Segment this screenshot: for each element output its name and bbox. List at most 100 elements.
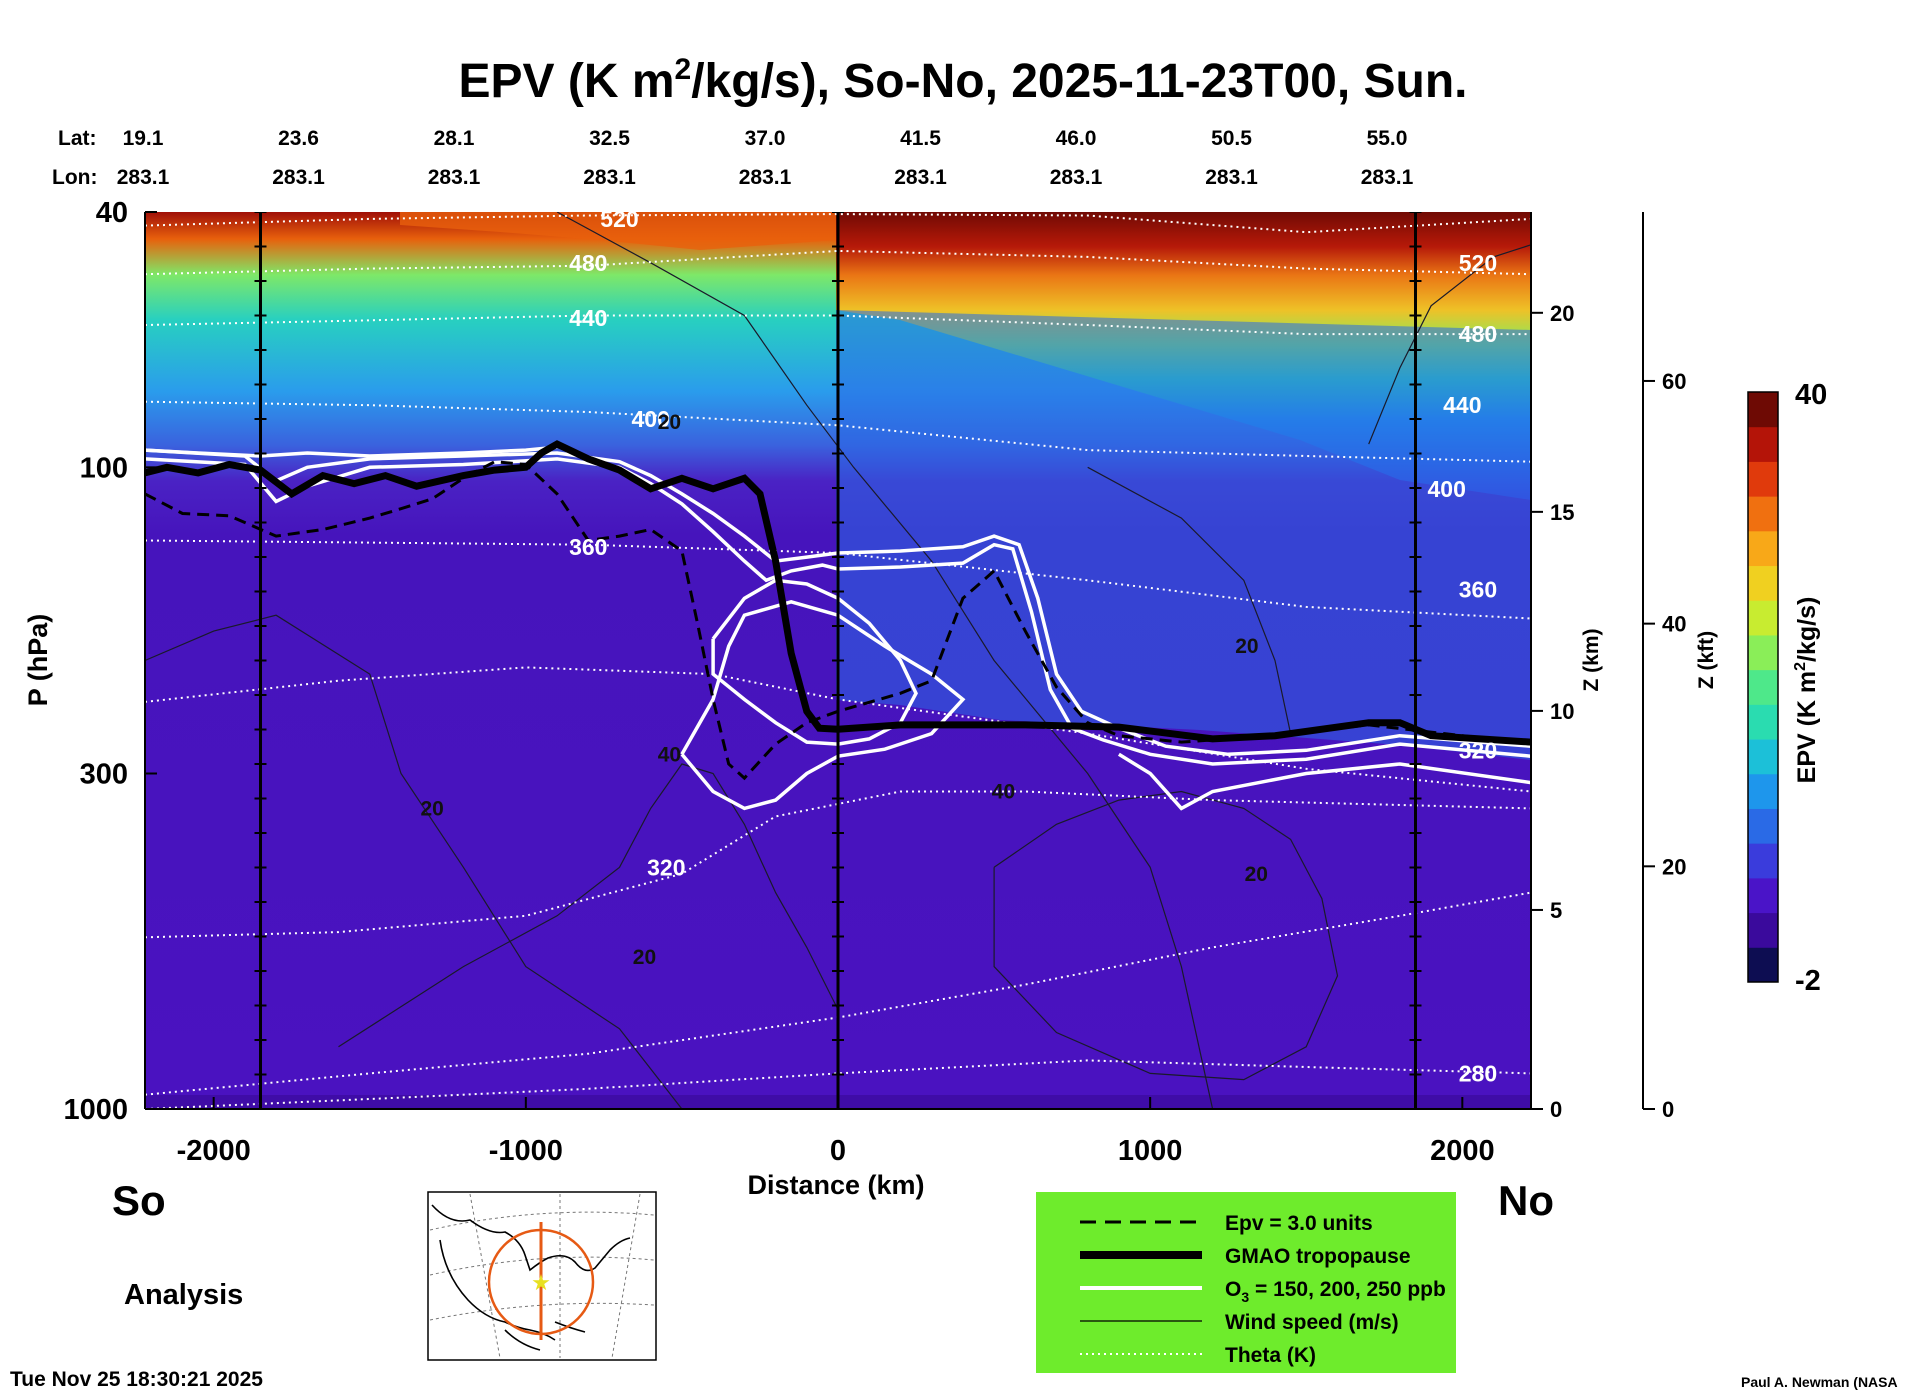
x-tick-label: -1000 <box>489 1135 563 1167</box>
colorbar-swatch <box>1748 496 1778 532</box>
x-tick-label: 0 <box>830 1135 846 1167</box>
theta-label: 520 <box>600 206 638 232</box>
wind-contour-1 <box>145 614 683 1109</box>
z-km-axis-label: Z (km) <box>1580 629 1603 692</box>
inset-map-center-star-icon: ★ <box>531 1270 551 1295</box>
lat-value: 28.1 <box>434 127 475 150</box>
chart-title: EPV (K m2/kg/s), So-No, 2025-11-23T00, S… <box>458 53 1467 108</box>
lon-value: 283.1 <box>272 166 325 189</box>
colorbar-swatch <box>1748 530 1778 567</box>
theta-label: 440 <box>569 305 607 331</box>
colorbar-max-label: 40 <box>1795 379 1827 411</box>
lat-value: 55.0 <box>1367 127 1408 150</box>
title-rest: /kg/s), So-No, 2025-11-23T00, Sun. <box>691 55 1467 108</box>
lon-value: 283.1 <box>428 166 481 189</box>
wind-contour-0 <box>556 212 1214 1109</box>
theta-label: 480 <box>569 250 607 276</box>
lat-value: 37.0 <box>745 127 786 150</box>
theta-label: 360 <box>1459 576 1497 602</box>
theta-label: 320 <box>647 854 685 880</box>
vertical-marker-lines <box>254 212 1422 1109</box>
gmao-tropopause-line <box>145 440 1531 746</box>
tropopause-path <box>145 440 1531 746</box>
colorbar-swatch <box>1748 947 1778 983</box>
colorbar-label-sup: 2 <box>1792 662 1809 671</box>
wind-contour-2 <box>338 763 839 1048</box>
legend-label: Theta (K) <box>1225 1344 1316 1367</box>
z-km-tick-label: 5 <box>1550 898 1562 923</box>
colorbar-swatch <box>1748 912 1778 948</box>
timestamp: Tue Nov 25 18:30:21 2025 <box>10 1368 263 1391</box>
y-tick-label: 40 <box>96 197 128 229</box>
y-tick-label: 300 <box>80 758 128 790</box>
z-kft-tick-label: 60 <box>1662 369 1686 394</box>
z-kft-tick-label: 20 <box>1662 854 1686 879</box>
colorbar-swatch <box>1748 634 1778 671</box>
theta-contour-280 <box>145 891 1531 1096</box>
x-axis: -2000 -1000 0 1000 2000 <box>145 1097 1531 1167</box>
lat-value: 46.0 <box>1056 127 1097 150</box>
lon-value: 283.1 <box>1361 166 1414 189</box>
theta-label: 280 <box>1459 1060 1497 1086</box>
z-kft-tick-label: 0 <box>1662 1097 1674 1122</box>
z-km-tick-label: 15 <box>1550 500 1574 525</box>
wind-label: 20 <box>658 411 681 434</box>
lat-value: 32.5 <box>589 127 630 150</box>
wind-speed-contours <box>145 212 1531 1109</box>
wind-contour-5 <box>1087 466 1292 734</box>
z-kft-tick-label: 40 <box>1662 612 1686 637</box>
ozone-contour-0 <box>145 457 1531 766</box>
lat-value: 41.5 <box>900 127 941 150</box>
colorbar-swatch <box>1748 843 1778 879</box>
lon-value: 283.1 <box>739 166 792 189</box>
colorbar-swatch <box>1748 426 1778 462</box>
colorbar-swatch <box>1748 808 1778 844</box>
colorbar-swatch <box>1748 704 1778 740</box>
x-tick-label: 2000 <box>1430 1135 1495 1167</box>
colorbar-swatch <box>1748 461 1778 497</box>
lon-value: 283.1 <box>117 166 170 189</box>
plot-area: 520 480 440 400 360 320 520 480 440 400 360 320 280 2… <box>145 206 1531 1109</box>
colorbar-label-rest: /kg/s) <box>1793 597 1821 662</box>
colorbar-swatch <box>1748 600 1778 636</box>
wind-contour-4 <box>1368 244 1531 445</box>
x-tick-label: 1000 <box>1118 1135 1183 1167</box>
lon-header-label: Lon: <box>52 166 97 189</box>
lon-value: 283.1 <box>583 166 636 189</box>
lat-header-label: Lat: <box>58 127 97 150</box>
theta-label: 400 <box>1428 476 1466 502</box>
y-axis-pressure: 1000 300 100 40 <box>63 197 157 1126</box>
wind-label: 20 <box>1245 863 1268 886</box>
z-km-tick-label: 0 <box>1550 1097 1562 1122</box>
colorbar-swatch <box>1748 565 1778 601</box>
legend-items: Epv = 3.0 units GMAO tropopause O3 = 150, … <box>1080 1212 1446 1367</box>
wind-label: 20 <box>1235 635 1258 658</box>
analysis-label: Analysis <box>124 1279 243 1311</box>
epv-field-upper-blue <box>836 310 1531 760</box>
credit: Paul A. Newman (NASA <box>1741 1374 1898 1390</box>
legend-label: O3 = 150, 200, 250 ppb <box>1225 1278 1446 1305</box>
colorbar-label: EPV (K m2/kg/s) <box>1792 597 1821 784</box>
south-label: So <box>112 1177 166 1224</box>
ozone-contour-3 <box>680 599 966 811</box>
legend-label: GMAO tropopause <box>1225 1245 1411 1268</box>
theta-label: 400 <box>632 406 670 432</box>
z-km-tick-label: 10 <box>1550 699 1574 724</box>
z-kft-axis-label: Z (kft) <box>1695 631 1718 689</box>
lon-value: 283.1 <box>894 166 947 189</box>
theta-contour-360 <box>145 539 1531 620</box>
x-axis-label: Distance (km) <box>747 1170 924 1200</box>
lat-value: 50.5 <box>1211 127 1252 150</box>
lat-value: 23.6 <box>278 127 319 150</box>
lat-value: 19.1 <box>123 127 164 150</box>
title-sup: 2 <box>675 53 692 86</box>
colorbar-swatch <box>1748 773 1778 809</box>
colorbar-min-label: -2 <box>1795 965 1821 997</box>
epv-field-south-top <box>400 212 836 250</box>
colorbar-swatch <box>1748 669 1778 705</box>
colorbar-frame <box>1747 391 1779 983</box>
x-tick-label: -2000 <box>177 1135 251 1167</box>
colorbar <box>1747 391 1779 983</box>
legend-label: Epv = 3.0 units <box>1225 1212 1373 1235</box>
